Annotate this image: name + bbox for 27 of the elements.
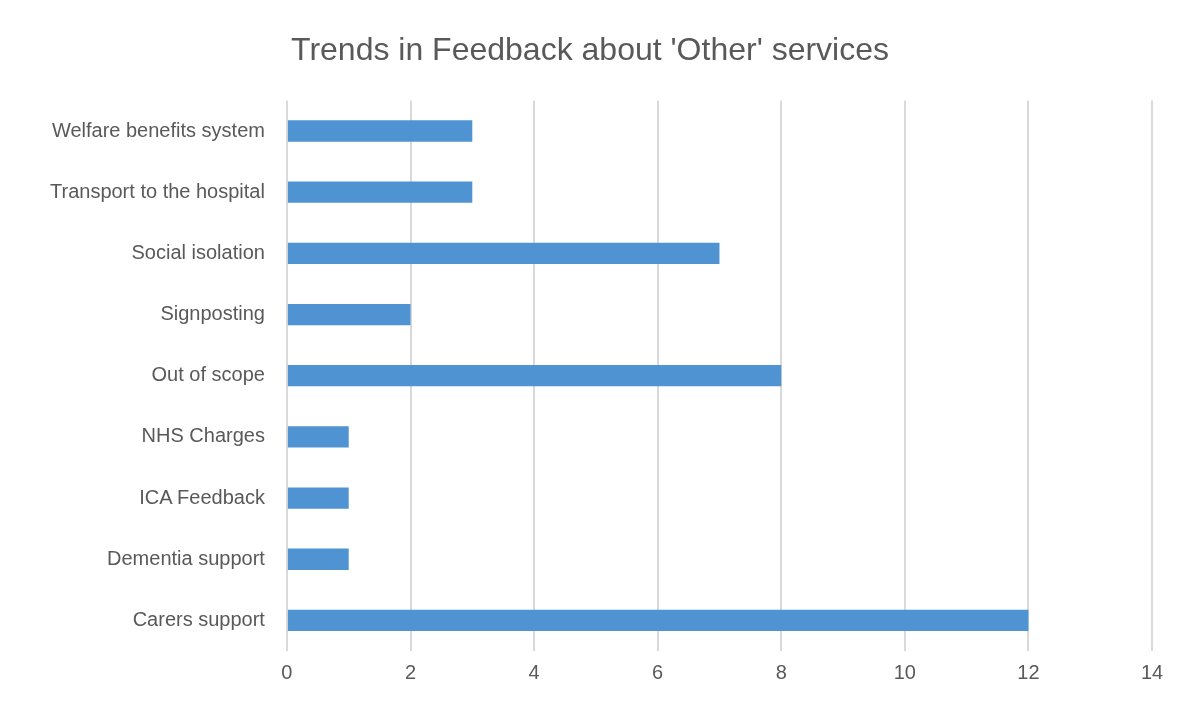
y-tick-label: Carers support (132, 607, 266, 630)
y-tick-label: Transport to the hospital (49, 179, 265, 202)
bar (287, 303, 411, 326)
bar (287, 181, 473, 203)
y-tick-label: Welfare benefits system (51, 118, 265, 141)
y-tick-label: Dementia support (107, 546, 266, 569)
x-tick-label: 2 (404, 660, 417, 683)
x-tick-label: 10 (893, 660, 916, 683)
bar (287, 487, 349, 509)
x-tick-label: 8 (775, 660, 787, 683)
y-tick-label: Out of scope (151, 363, 265, 386)
x-tick-label: 14 (1140, 660, 1164, 683)
bar (287, 365, 782, 387)
x-tick-label: 0 (281, 660, 293, 683)
y-tick-label: ICA Feedback (139, 485, 266, 508)
bar (287, 120, 473, 142)
x-tick-label: 4 (528, 660, 540, 683)
x-tick-label: 12 (1017, 660, 1040, 683)
bar (287, 426, 349, 448)
bar (287, 242, 720, 264)
y-tick-label: Social isolation (131, 240, 265, 263)
y-tick-label: Signposting (160, 302, 265, 325)
chart-title: Trends in Feedback about 'Other' services (291, 31, 889, 68)
bar (287, 548, 349, 570)
y-tick-label: NHS Charges (141, 424, 265, 447)
x-tick-label: 6 (652, 660, 664, 683)
bar (287, 609, 1029, 632)
